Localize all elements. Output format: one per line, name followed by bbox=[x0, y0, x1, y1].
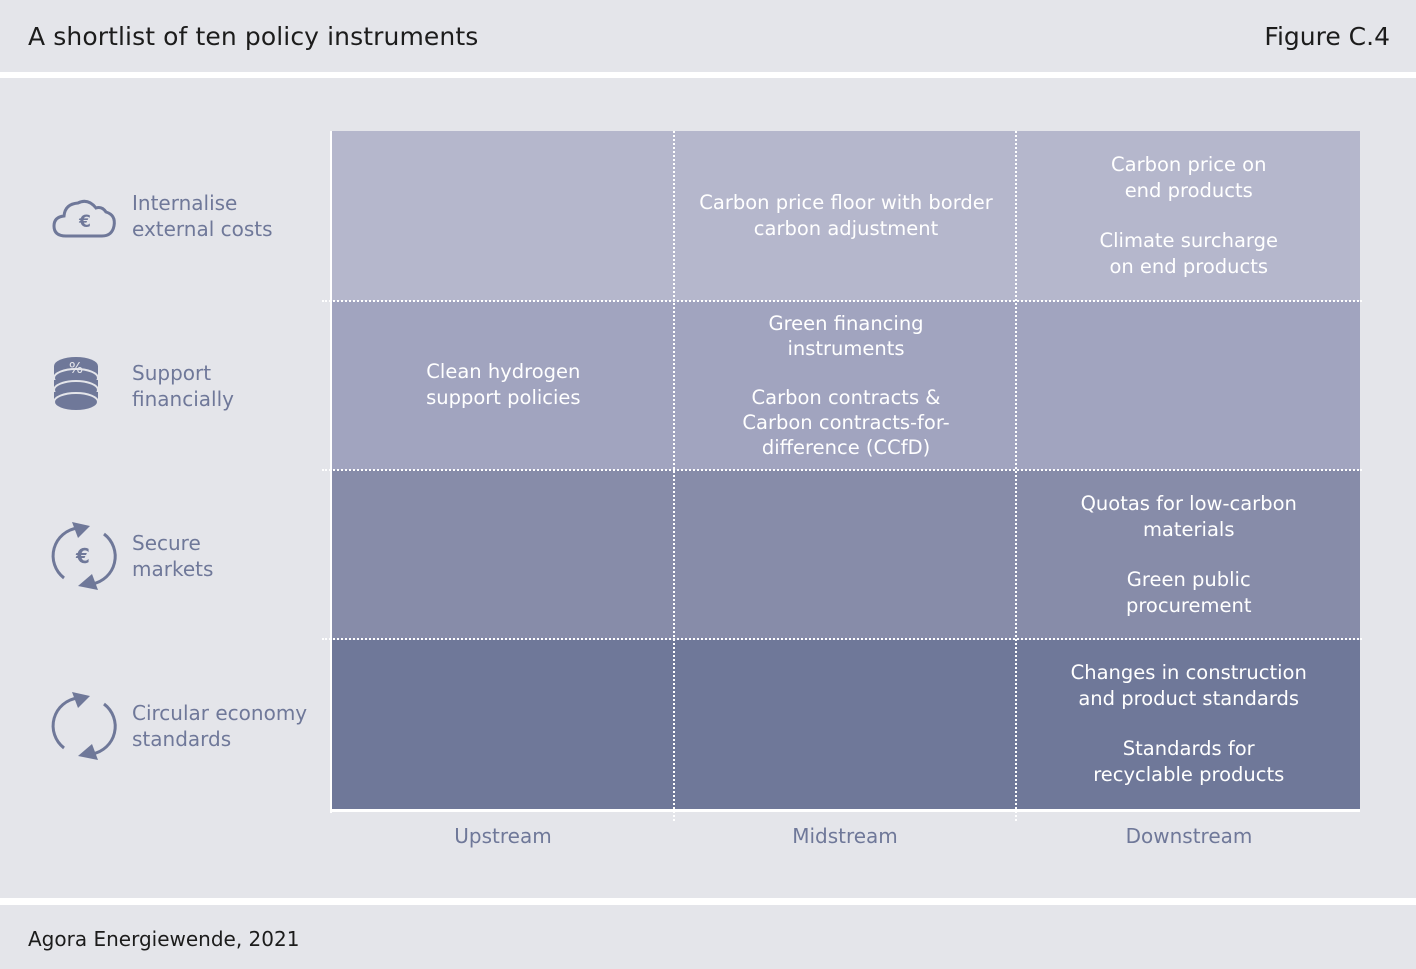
instrument-text: Green public bbox=[1126, 567, 1251, 591]
cell-circular-upstream bbox=[332, 640, 675, 810]
instrument-text: Carbon price on bbox=[1111, 152, 1267, 176]
instrument-text: Green financing bbox=[768, 311, 924, 335]
coin-stack-percent-icon: % bbox=[53, 357, 99, 412]
category-secure-markets: € Secure markets bbox=[50, 522, 320, 602]
figure-footer: Agora Energiewende, 2021 bbox=[0, 905, 1416, 969]
svg-text:€: € bbox=[78, 212, 91, 232]
instrument-text: on end products bbox=[1109, 254, 1269, 278]
instrument-text: Changes in construction bbox=[1070, 661, 1307, 685]
y-axis-line bbox=[330, 131, 332, 813]
instrument-text: procurement bbox=[1125, 593, 1252, 617]
instrument-text: carbon adjustment bbox=[753, 216, 939, 240]
instrument-text: Quotas for low-carbon bbox=[1080, 491, 1297, 515]
figure-title: A shortlist of ten policy instruments bbox=[28, 22, 479, 51]
instrument-climate-surcharge: Climate surcharge on end products bbox=[1100, 228, 1278, 280]
cell-support-upstream: Clean hydrogen support policies bbox=[332, 301, 675, 471]
instrument-quotas-low-carbon: Quotas for low-carbon materials bbox=[1081, 491, 1297, 543]
cell-secure-midstream bbox=[675, 470, 1018, 640]
cell-internalise-downstream: Carbon price on end products Climate sur… bbox=[1017, 131, 1360, 301]
cell-support-downstream bbox=[1017, 301, 1360, 471]
instrument-text: recyclable products bbox=[1093, 763, 1285, 787]
instrument-text: Climate surcharge bbox=[1099, 228, 1278, 252]
row-divider bbox=[322, 300, 1362, 302]
instrument-recyclable-standards: Standards for recyclable products bbox=[1093, 736, 1284, 788]
row-divider bbox=[322, 469, 1362, 471]
instrument-green-financing: Green financing instruments bbox=[768, 311, 923, 361]
instrument-text: Clean hydrogen bbox=[426, 360, 581, 384]
instrument-text: instruments bbox=[787, 336, 905, 360]
svg-text:%: % bbox=[69, 359, 83, 377]
category-support-financially: % Support financially bbox=[50, 356, 320, 436]
circular-arrows-icon bbox=[51, 692, 117, 760]
instrument-carbon-price-end-products: Carbon price on end products bbox=[1111, 152, 1266, 204]
cycle-euro-icon: € bbox=[51, 522, 117, 590]
instrument-text: end products bbox=[1124, 178, 1253, 202]
instrument-text: materials bbox=[1142, 517, 1235, 541]
instrument-construction-standards: Changes in construction and product stan… bbox=[1071, 660, 1307, 712]
matrix-row-circular: Changes in construction and product stan… bbox=[332, 639, 1360, 810]
cell-secure-upstream bbox=[332, 470, 675, 640]
category-label-line2: financially bbox=[132, 387, 234, 411]
instrument-text: Standards for bbox=[1122, 737, 1255, 761]
x-axis-line bbox=[330, 809, 1360, 812]
footer-divider bbox=[0, 898, 1416, 905]
policy-matrix: Carbon price floor with border carbon ad… bbox=[332, 131, 1360, 809]
instrument-text: support policies bbox=[426, 386, 581, 410]
matrix-row-secure: Quotas for low-carbon materials Green pu… bbox=[332, 470, 1360, 640]
category-label-line1: Internalise bbox=[132, 191, 238, 215]
cell-circular-downstream: Changes in construction and product stan… bbox=[1017, 640, 1360, 810]
row-divider bbox=[322, 638, 1362, 640]
cell-circular-midstream bbox=[675, 640, 1018, 810]
figure-header: A shortlist of ten policy instruments Fi… bbox=[0, 0, 1416, 72]
category-label-line2: standards bbox=[132, 727, 232, 751]
instrument-text: difference (CCfD) bbox=[761, 435, 931, 459]
svg-text:€: € bbox=[75, 544, 90, 568]
category-label-line2: markets bbox=[132, 557, 214, 581]
cell-support-midstream: Green financing instruments Carbon contr… bbox=[675, 301, 1018, 471]
instrument-green-public-procurement: Green public procurement bbox=[1126, 567, 1252, 619]
instrument-carbon-contracts: Carbon contracts & Carbon contracts-for-… bbox=[742, 385, 949, 460]
category-internalise-costs: € Internalise external costs bbox=[50, 186, 320, 266]
cloud-euro-icon: € bbox=[52, 199, 116, 238]
cell-secure-downstream: Quotas for low-carbon materials Green pu… bbox=[1017, 470, 1360, 640]
category-label-line1: Support bbox=[132, 361, 212, 385]
instrument-text: Carbon contracts & bbox=[751, 385, 941, 409]
instrument-text: Carbon contracts-for- bbox=[742, 410, 950, 434]
column-label-midstream: Midstream bbox=[792, 824, 898, 848]
column-divider bbox=[1015, 131, 1017, 821]
column-label-downstream: Downstream bbox=[1125, 824, 1253, 848]
header-divider bbox=[0, 72, 1416, 78]
instrument-clean-hydrogen: Clean hydrogen support policies bbox=[426, 359, 581, 411]
matrix-row-support: Clean hydrogen support policies Green fi… bbox=[332, 300, 1360, 471]
category-label-line2: external costs bbox=[132, 217, 273, 241]
instrument-text: and product standards bbox=[1078, 687, 1300, 711]
column-divider bbox=[673, 131, 675, 821]
column-label-upstream: Upstream bbox=[454, 824, 552, 848]
category-label-line1: Secure bbox=[132, 531, 201, 555]
source-note: Agora Energiewende, 2021 bbox=[28, 927, 300, 951]
cell-internalise-midstream: Carbon price floor with border carbon ad… bbox=[675, 131, 1018, 301]
category-circular-economy: Circular economy standards bbox=[50, 692, 320, 772]
instrument-text: Carbon price floor with border bbox=[699, 190, 993, 214]
instrument-carbon-price-floor: Carbon price floor with border carbon ad… bbox=[699, 190, 992, 242]
cell-internalise-upstream bbox=[332, 131, 675, 301]
category-label-line1: Circular economy bbox=[132, 701, 308, 725]
figure-number: Figure C.4 bbox=[1264, 22, 1390, 51]
matrix-row-internalise: Carbon price floor with border carbon ad… bbox=[332, 131, 1360, 301]
